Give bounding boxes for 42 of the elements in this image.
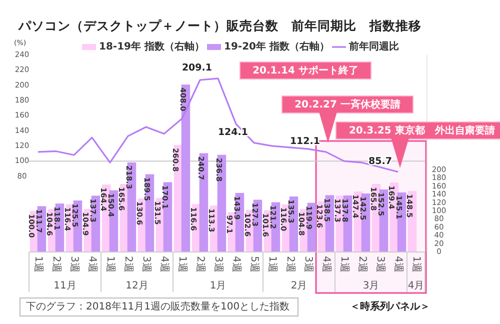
- x-tick-label: 4週: [320, 256, 332, 272]
- text: 12月: [126, 280, 148, 292]
- x-tick-label: 2週: [194, 256, 206, 272]
- annotation: 20.3.25 東京都 外出自粛要請: [348, 124, 495, 137]
- x-tick-label: 2週: [356, 256, 368, 272]
- x-tick-label: 4週: [392, 256, 404, 272]
- text: 11月: [54, 280, 76, 292]
- annotation: 20.2.27 一斉休校要請: [294, 98, 400, 111]
- text: 下のグラフ：2018年11月1週の販売数量を100とした指数: [26, 300, 290, 313]
- bar: [199, 153, 208, 252]
- x-tick-label: 2週: [284, 256, 296, 272]
- x-tick-label: 3週: [302, 256, 314, 272]
- x-tick-label: 3週: [374, 256, 386, 272]
- x-tick-label: 2週: [122, 256, 134, 272]
- legend-label: 19-20年 指数（右軸）: [224, 40, 330, 53]
- x-tick-label: 1週: [266, 256, 278, 272]
- chart-title: パソコン（デスクトップ＋ノート）販売台数 前年同期比 指数推移: [18, 18, 422, 33]
- text: 3月: [362, 280, 380, 292]
- bar: [181, 84, 190, 252]
- x-tick-label: 1週: [32, 256, 44, 272]
- x-tick-label: 2週: [50, 256, 62, 272]
- x-tick-label: 4週: [230, 256, 242, 272]
- x-tick-label: 1週: [410, 256, 422, 272]
- data-label: 85.7: [368, 156, 392, 167]
- x-tick-label: 1週: [338, 256, 350, 272]
- x-tick-label: 5週: [248, 256, 260, 272]
- text: 2月: [290, 280, 308, 292]
- x-tick-label: 1週: [176, 256, 188, 272]
- x-tick-label: 3週: [68, 256, 80, 272]
- legend-label: 18-19年 指数（右軸）: [99, 40, 204, 53]
- annotation: 20.1.14 サポート終了: [252, 64, 358, 77]
- text: 4月: [408, 280, 424, 292]
- text: 1月: [210, 280, 226, 292]
- x-tick-label: 3週: [140, 256, 152, 272]
- x-tick-label: 1週: [104, 256, 116, 272]
- x-tick-label: 3週: [212, 256, 224, 272]
- x-tick-label: 4週: [86, 256, 98, 272]
- x-tick-label: 4週: [158, 256, 170, 272]
- data-label: 112.1: [290, 136, 320, 147]
- data-label: 209.1: [182, 62, 212, 74]
- text: ＜時系列パネル＞: [350, 300, 430, 313]
- legend-label: 前年同週比: [348, 40, 399, 53]
